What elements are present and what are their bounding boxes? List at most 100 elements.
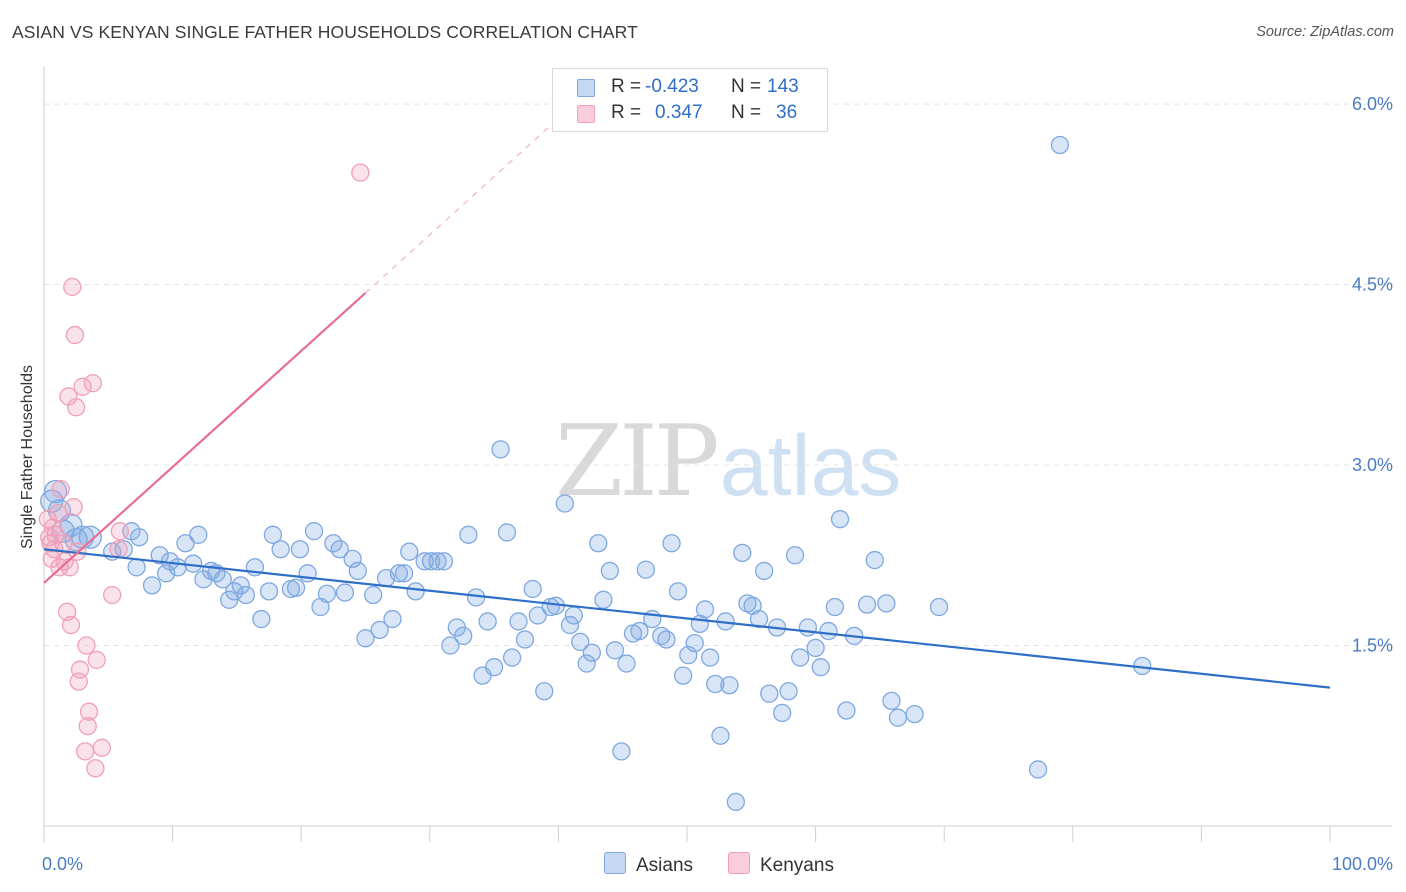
asian-data-point [555, 494, 574, 513]
y-tick-label: 4.5% [1352, 275, 1393, 295]
series-kenyans [38, 163, 370, 778]
bottom-legend-label-asians: Asians [636, 855, 694, 876]
kenyan-data-point [65, 325, 85, 345]
asian-data-point [304, 522, 324, 541]
asian-data-point [236, 585, 256, 605]
asian-data-point [695, 600, 715, 619]
kenyan-data-point [87, 650, 106, 670]
asian-data-point [711, 726, 730, 745]
kenyan-trend-line [43, 292, 367, 584]
bottom-legend-swatch-kenyans [728, 852, 750, 874]
asian-data-point [509, 612, 528, 631]
asian-data-point [189, 525, 208, 544]
kenyan-data-point [63, 277, 82, 297]
asian-data-point [523, 579, 542, 599]
legend-n-label: N = [731, 76, 762, 97]
asian-data-point [673, 666, 693, 685]
legend-swatch-asians [577, 79, 595, 97]
kenyan-data-point [103, 585, 122, 605]
asian-data-point [142, 576, 162, 595]
asian-data-point [888, 708, 908, 727]
y-tick-label: 3.0% [1352, 455, 1393, 475]
asian-data-point [515, 630, 535, 649]
legend-n-value-kenyans: 36 [776, 102, 798, 123]
kenyan-data-point [64, 497, 83, 517]
asian-data-point [865, 550, 884, 570]
asian-data-point [720, 676, 739, 695]
asian-data-point [400, 542, 419, 561]
asian-data-point [356, 629, 375, 648]
source-credit: Source: ZipAtlas.com [1256, 24, 1394, 40]
legend-r-value-asians: -0.423 [645, 76, 699, 97]
asian-data-point [1050, 135, 1070, 155]
legend-n-label: N = [731, 102, 762, 123]
gridlines [44, 103, 1392, 647]
asian-data-point [700, 648, 720, 667]
kenyan-data-point [70, 660, 90, 679]
bottom-legend-asians: Asians [604, 852, 693, 877]
asian-data-point [491, 440, 510, 459]
asian-data-point [749, 609, 769, 629]
asian-data-point [428, 552, 447, 571]
asian-data-point [636, 560, 655, 579]
legend-r-label: R = [611, 102, 642, 123]
chart-title: ASIAN VS KENYAN SINGLE FATHER HOUSEHOLDS… [12, 22, 638, 42]
asian-data-point [791, 648, 810, 667]
asian-trend-line [43, 548, 1331, 689]
asian-data-point [415, 552, 434, 571]
kenyan-data-point [51, 479, 70, 499]
kenyan-data-point [109, 540, 128, 559]
asian-data-point [150, 546, 169, 565]
asian-data-point [726, 792, 746, 812]
asian-data-point [564, 606, 583, 625]
asian-data-point [560, 615, 580, 635]
kenyan-data-point [92, 738, 112, 757]
asian-data-point [882, 691, 901, 711]
asian-data-point [706, 674, 725, 694]
asian-data-point [157, 564, 176, 583]
legend-r-label: R = [611, 76, 642, 97]
asian-data-point [441, 636, 460, 655]
asian-data-point [577, 654, 596, 673]
kenyan-data-point [60, 558, 79, 577]
asian-data-point [394, 564, 414, 583]
asian-data-point [605, 641, 625, 660]
asian-data-point [773, 703, 792, 723]
bottom-legend-swatch-asians [604, 852, 626, 874]
asian-data-point [231, 576, 250, 595]
asian-data-point [755, 561, 774, 581]
y-tick-label: 6.0% [1352, 94, 1393, 114]
asian-data-point [877, 594, 896, 613]
asian-data-point [733, 543, 752, 563]
kenyan-trend-extension [365, 118, 559, 294]
asian-data-point [617, 654, 636, 673]
asian-data-point [819, 621, 838, 641]
x-tick-label: 0.0% [42, 854, 83, 874]
kenyan-data-point [110, 522, 130, 541]
asian-data-point [213, 570, 232, 589]
asian-data-point [434, 552, 454, 571]
asian-data-point [421, 552, 441, 571]
y-tick-label: 1.5% [1352, 636, 1393, 656]
asian-data-point [535, 682, 554, 701]
legend-r-value-kenyans: 0.347 [655, 102, 703, 123]
bottom-legend-kenyans: Kenyans [728, 852, 834, 877]
asian-data-point [78, 525, 102, 549]
kenyan-data-point [78, 716, 97, 736]
asian-data-point [528, 606, 547, 625]
asian-data-point [459, 525, 478, 544]
asian-data-point [497, 523, 517, 542]
asian-data-point [389, 564, 409, 583]
asian-data-point [571, 632, 590, 652]
asian-data-point [582, 643, 601, 662]
asian-data-point [317, 584, 337, 603]
asian-data-point [335, 583, 355, 602]
asian-data-point [837, 701, 856, 720]
asian-data-point [662, 534, 681, 553]
bottom-legend-label-kenyans: Kenyans [760, 855, 834, 876]
asian-data-point [806, 638, 825, 658]
kenyan-data-point [67, 398, 86, 417]
asian-data-point [478, 612, 497, 631]
kenyan-data-point [79, 702, 99, 721]
kenyan-data-point [77, 636, 96, 655]
